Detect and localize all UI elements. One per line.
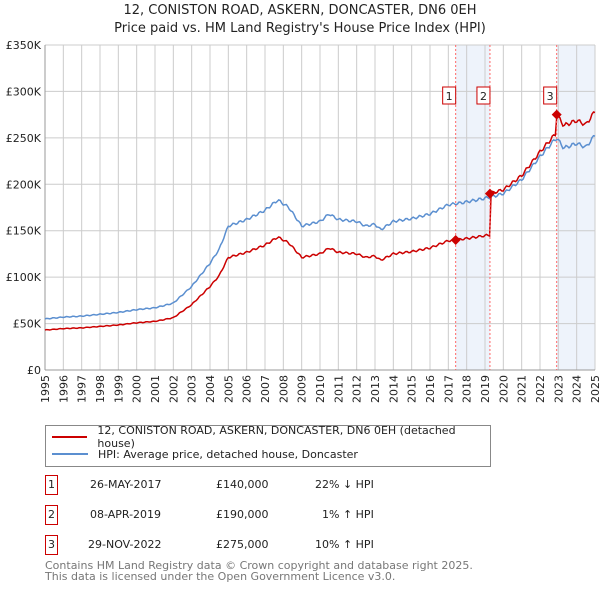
y-tick-label: £250K <box>6 132 42 145</box>
x-tick-label: 2012 <box>351 375 364 403</box>
chart-subtitle: Price paid vs. HM Land Registry's House … <box>114 21 486 36</box>
x-tick-label: 2022 <box>534 375 547 403</box>
chart-title: 12, CONISTON ROAD, ASKERN, DONCASTER, DN… <box>123 3 477 18</box>
x-tick-label: 2006 <box>241 375 254 403</box>
ownership-shade <box>556 45 595 370</box>
footer-licence: This data is licensed under the Open Gov… <box>45 570 396 583</box>
x-tick-label: 2017 <box>442 375 455 403</box>
sale-point <box>484 188 495 199</box>
hpi-series-line <box>44 134 596 320</box>
x-tick-label: 2002 <box>167 375 180 403</box>
price-chart: 1995 1996 1997 1998 1999 2000 2001 2002 2003 2004… <box>6 39 600 403</box>
sale-label-box <box>476 86 491 105</box>
y-tick-label: £350K <box>6 39 42 52</box>
x-tick-label: 2001 <box>149 375 162 403</box>
x-tick-label: 2025 <box>589 375 600 403</box>
x-tick-label: 2015 <box>406 375 419 403</box>
sale-point <box>551 109 562 120</box>
x-tick-label: 2013 <box>369 375 382 403</box>
legend-hpi-label: HPI: Average price, detached house, Donc… <box>98 447 358 461</box>
legend-item-price: 12, CONISTON ROAD, ASKERN, DONCASTER, DN… <box>52 424 490 450</box>
sale-marker-number: 1 <box>45 475 58 495</box>
x-tick-label: 1998 <box>94 375 107 403</box>
x-tick-label: 2009 <box>296 375 309 403</box>
price-series-line <box>44 111 596 331</box>
sale-label: 3 <box>547 90 554 103</box>
sale-point <box>450 235 461 245</box>
sale-label-box <box>543 86 558 105</box>
x-tick-label: 2014 <box>387 375 400 403</box>
x-tick-label: 2011 <box>332 375 345 403</box>
sale-row: 2 08-APR-2019 £190,000 1% ↑ HPI <box>45 505 445 525</box>
x-tick-label: 2010 <box>314 375 327 403</box>
y-tick-label: £150K <box>6 225 42 238</box>
y-tick-label: £300K <box>6 85 42 98</box>
sale-marker-number: 3 <box>45 535 58 555</box>
sale-hpi-diff: 22% ↓ HPI <box>315 478 374 491</box>
legend-item-hpi: HPI: Average price, detached house, Donc… <box>52 446 358 462</box>
sale-date: 29-NOV-2022 <box>88 538 162 551</box>
sale-price: £140,000 <box>216 478 269 491</box>
x-tick-label: 2020 <box>497 375 510 403</box>
x-tick-label: 2007 <box>259 375 272 403</box>
sale-label: 1 <box>446 90 453 103</box>
sale-hpi-diff: 1% ↑ HPI <box>322 508 374 521</box>
sale-row: 3 29-NOV-2022 £275,000 10% ↑ HPI <box>45 535 445 555</box>
x-tick-label: 2019 <box>479 375 492 403</box>
sale-row: 1 26-MAY-2017 £140,000 22% ↓ HPI <box>45 475 445 495</box>
sale-date: 08-APR-2019 <box>90 508 162 521</box>
x-tick-label: 2018 <box>461 375 474 403</box>
legend-hpi-swatch <box>52 453 88 455</box>
sale-label-box <box>442 86 457 105</box>
sale-price: £190,000 <box>216 508 269 521</box>
footer: Contains HM Land Registry data © Crown c… <box>45 560 473 582</box>
x-tick-label: 2000 <box>131 375 144 403</box>
x-tick-label: 2008 <box>277 375 290 403</box>
x-tick-label: 2023 <box>552 375 565 403</box>
y-tick-label: £50K <box>13 318 42 331</box>
x-tick-label: 2005 <box>222 375 235 403</box>
x-tick-label: 1997 <box>76 375 89 403</box>
y-tick-label: £100K <box>6 271 42 284</box>
x-tick-label: 1999 <box>112 375 125 403</box>
x-tick-label: 2003 <box>186 375 199 403</box>
sale-price: £275,000 <box>216 538 269 551</box>
x-tick-label: 2021 <box>516 375 529 403</box>
y-tick-label: £200K <box>6 178 42 191</box>
sale-hpi-diff: 10% ↑ HPI <box>315 538 374 551</box>
legend-price-label: 12, CONISTON ROAD, ASKERN, DONCASTER, DN… <box>97 424 456 450</box>
x-tick-label: 1995 <box>39 375 52 403</box>
x-tick-label: 1996 <box>57 375 70 403</box>
sale-marker-number: 2 <box>45 505 58 525</box>
sale-label: 2 <box>480 90 487 103</box>
y-tick-label: £0 <box>27 364 41 377</box>
footer-copyright: Contains HM Land Registry data © Crown c… <box>45 559 473 572</box>
legend: 12, CONISTON ROAD, ASKERN, DONCASTER, DN… <box>45 424 491 467</box>
x-tick-label: 2016 <box>424 375 437 403</box>
sale-date: 26-MAY-2017 <box>90 478 162 491</box>
legend-price-swatch <box>52 436 88 438</box>
x-tick-label: 2024 <box>571 375 584 403</box>
x-tick-label: 2004 <box>204 375 217 403</box>
